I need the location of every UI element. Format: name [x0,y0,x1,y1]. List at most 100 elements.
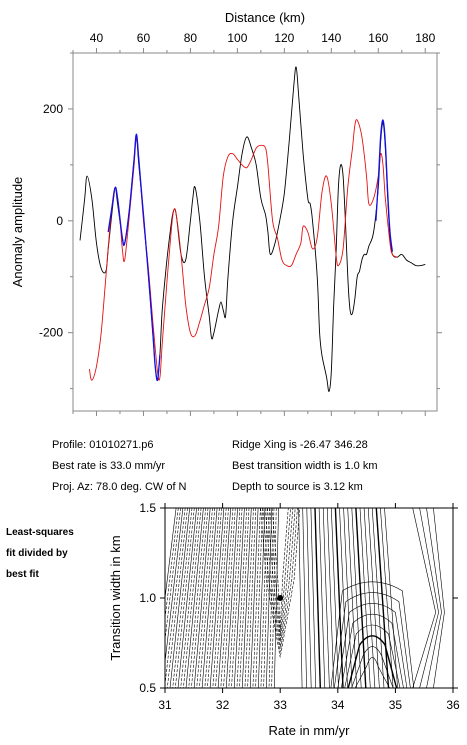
contour-line [419,508,439,688]
contour-line [236,508,247,688]
x-tick-label: 120 [274,31,294,45]
contour-line [264,508,296,647]
contour-line [165,508,179,621]
contour-line [188,508,206,688]
contour-line [314,508,321,688]
contour-line [165,508,181,643]
contour-line [172,508,193,688]
observed-profile-line [79,66,426,392]
contour-line [180,508,200,688]
x-tick-label: 180 [415,31,435,45]
contour-line [354,657,390,688]
contour-line [260,508,268,688]
contour-line [310,508,316,688]
ridge-crossing: Ridge Xing is -26.47 346.28 [232,439,368,451]
contour-line [351,646,394,688]
contour-line [371,508,385,688]
model-profile-line [88,119,398,381]
best-fit-marker [277,595,284,601]
contour-line [298,508,303,688]
x-tick-label: 160 [368,31,388,45]
profile-series [79,66,426,392]
contour-line [318,508,326,688]
contour-line [207,508,222,688]
contour-line [426,508,442,688]
contour-line [196,508,213,688]
contour-line [327,508,335,688]
contour-line [223,508,236,688]
contour-line [260,508,301,658]
contour-line [231,508,243,688]
x-tick-label: 60 [137,31,151,45]
contour-line [247,508,257,688]
width-tick-label: 1.5 [139,501,156,515]
rate-tick-label: 32 [216,698,230,712]
contour-line [249,508,259,688]
contour-line [220,508,234,688]
rate-tick-label: 35 [389,698,403,712]
contour-line [233,508,245,688]
x-tick-label: 140 [321,31,341,45]
contour-line [165,508,186,688]
contour-line [380,508,394,688]
best-rate: Best rate is 33.0 mm/yr [52,460,165,472]
fit-window-line [107,133,161,382]
contour-line [330,581,415,688]
contour-axis-ticks: 31 32 33 34 35 36 0.5 1.0 1.5 [139,501,460,712]
contour-line [341,613,404,688]
profile-name: Profile: 01010271.p6 [52,439,154,451]
contour-line [209,508,225,688]
contour-line [263,508,270,688]
contour-line [239,508,250,688]
contour-line [258,508,266,688]
contour-line [331,508,339,688]
x-axis-title-bottom: Rate in mm/yr [269,723,351,738]
contour-line [274,508,279,688]
contour-line [334,592,411,688]
contour-line [215,508,229,688]
contour-line [306,508,312,688]
y-axis-title: Anomaly amplitude [10,177,25,288]
contour-line [384,508,398,688]
rate-tick-label: 34 [331,698,345,712]
width-tick-label: 1.0 [139,591,156,605]
contour-line [375,508,390,688]
contour-line [165,508,177,601]
y-tick-label: 0 [56,214,63,228]
contour-line [271,508,277,688]
x-axis-title-top: Distance (km) [225,10,305,25]
contour-line [175,508,195,688]
contour-line [351,508,362,688]
contour-line [344,624,401,688]
contour-line [334,508,344,688]
fit-window-line [375,119,394,252]
contour-line [167,508,188,688]
contour-line [262,508,298,653]
x-tick-label: 100 [227,31,247,45]
contour-line [217,508,231,688]
misfit-contours [165,508,445,688]
contour-line [183,508,202,688]
y-tick-label: -200 [39,326,63,340]
side-label-line-3: best fit [6,569,39,580]
contour-line [433,508,445,688]
projection-azimuth: Proj. Az: 78.0 deg. CW of N [52,481,187,493]
side-label-line-2: fit divided by [6,548,68,559]
contour-line [337,603,408,688]
contour-line [269,508,291,636]
contour-line [367,508,380,688]
rate-tick-label: 31 [158,698,172,712]
contour-line [185,508,204,688]
depth-to-source: Depth to source is 3.12 km [232,481,363,493]
contour-line [271,508,289,631]
contour-line [302,508,307,688]
contour-line [212,508,227,688]
rate-tick-label: 36 [446,698,460,712]
y-tick-label: 200 [43,102,63,116]
contour-line [359,508,371,688]
y-axis-title-bottom: Transition width in km [108,535,123,660]
width-tick-label: 0.5 [139,681,156,695]
contour-line [266,508,273,688]
contour-line [339,508,348,688]
